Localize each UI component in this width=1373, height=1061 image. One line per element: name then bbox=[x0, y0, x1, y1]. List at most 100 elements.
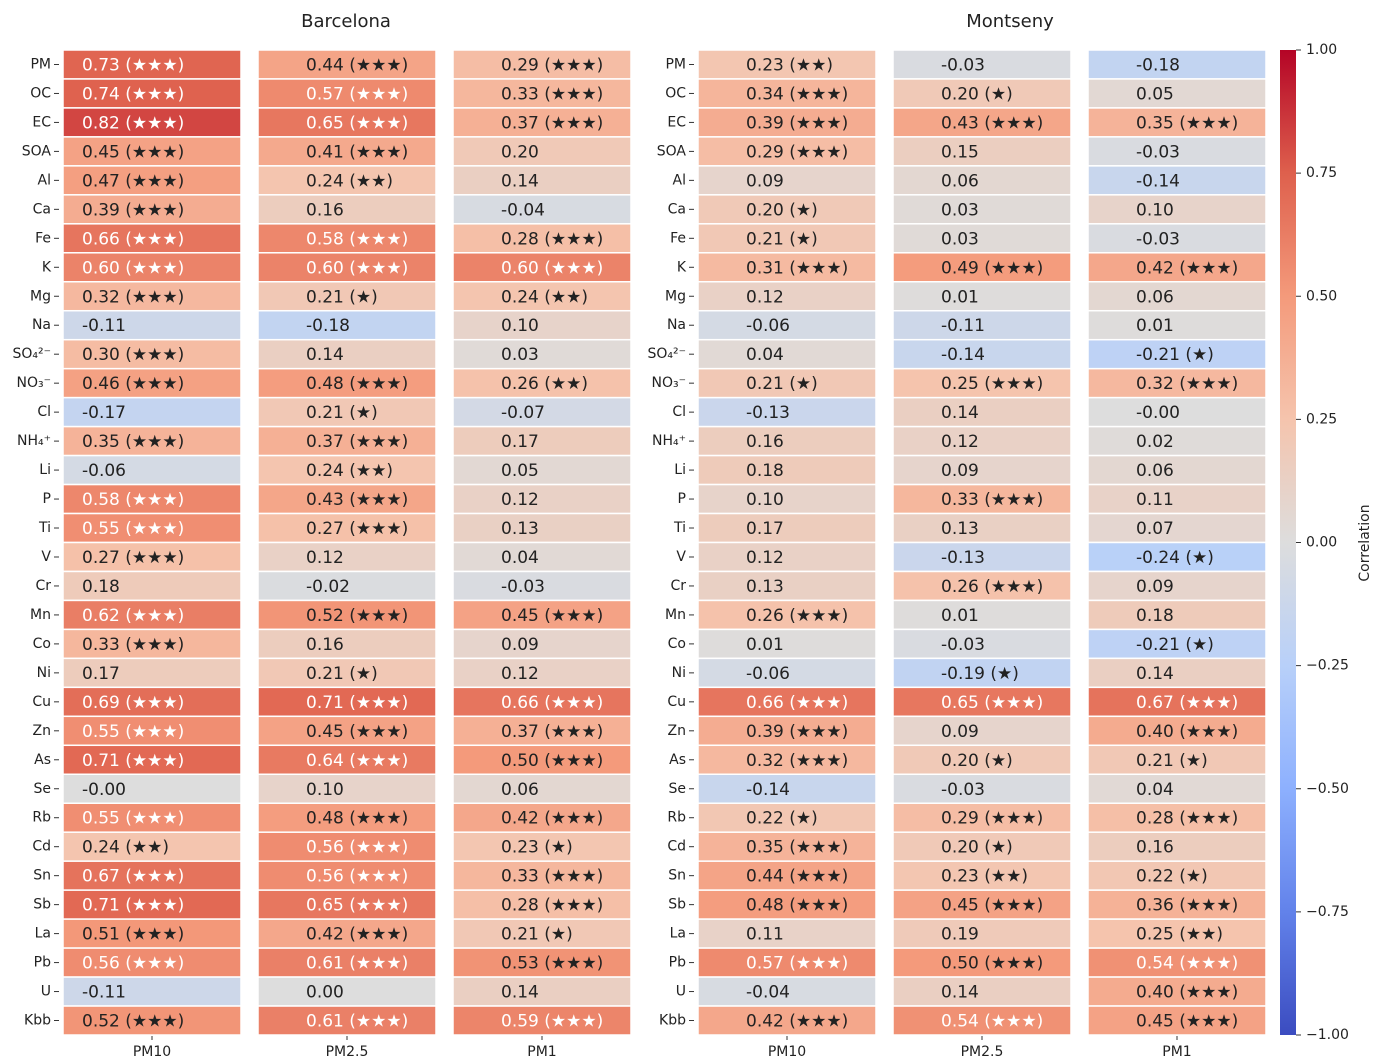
cell-label: -0.14 bbox=[941, 345, 985, 365]
heatmap-cell bbox=[62, 715, 242, 747]
cell-label: 0.42 (★★★) bbox=[306, 925, 408, 945]
cell-label: 0.64 (★★★) bbox=[306, 751, 408, 771]
heatmap-cell bbox=[257, 338, 437, 370]
heatmap-cell bbox=[892, 889, 1072, 920]
cell-label: 0.65 (★★★) bbox=[306, 896, 408, 916]
heatmap-cell bbox=[452, 657, 632, 689]
cell-label: 0.21 (★) bbox=[746, 229, 818, 249]
cell-label: 0.40 (★★★) bbox=[1136, 722, 1238, 742]
heatmap-cell bbox=[892, 715, 1072, 747]
cell-label: 0.21 (★) bbox=[1136, 751, 1208, 771]
cell-label: 0.24 (★★) bbox=[501, 287, 588, 307]
cell-label: 0.04 bbox=[501, 548, 539, 568]
cell-label: 0.35 (★★★) bbox=[82, 432, 184, 452]
row-label: Mn bbox=[30, 607, 51, 623]
cell-label: 0.71 (★★★) bbox=[82, 751, 184, 771]
heatmap-cell bbox=[257, 194, 437, 225]
heatmap-cell bbox=[452, 454, 632, 486]
row-label: Ti bbox=[673, 520, 686, 536]
cell-label: 0.39 (★★★) bbox=[82, 200, 184, 220]
heatmap-cell bbox=[697, 165, 877, 196]
heatmap-cell bbox=[452, 512, 632, 544]
cell-label: 0.57 (★★★) bbox=[746, 954, 848, 974]
heatmap-cell bbox=[892, 425, 1072, 457]
cell-label: 0.82 (★★★) bbox=[82, 113, 184, 133]
cell-label: 0.28 (★★★) bbox=[1136, 809, 1238, 829]
heatmap-cell bbox=[257, 773, 437, 804]
heatmap-cell bbox=[62, 49, 242, 80]
heatmap-cell bbox=[1087, 947, 1267, 978]
cell-label: 0.21 (★) bbox=[306, 403, 378, 423]
cell-label: 0.60 (★★★) bbox=[501, 258, 603, 278]
row-label: NO₃⁻ bbox=[17, 375, 52, 391]
cell-label: 0.14 bbox=[501, 171, 539, 191]
heatmap-cell bbox=[257, 976, 437, 1007]
heatmap-cell bbox=[697, 947, 877, 978]
row-label: Li bbox=[674, 462, 686, 478]
row-label: As bbox=[34, 752, 51, 768]
heatmap-cell bbox=[62, 628, 242, 660]
colorbar-tick-label: 1.00 bbox=[1306, 42, 1337, 58]
cell-label: 0.71 (★★★) bbox=[306, 693, 408, 713]
heatmap-cell bbox=[892, 454, 1072, 486]
cell-label: 0.45 (★★★) bbox=[501, 606, 603, 626]
cell-label: 0.74 (★★★) bbox=[82, 84, 184, 104]
cell-label: 0.62 (★★★) bbox=[82, 606, 184, 626]
heatmap-cell bbox=[892, 744, 1072, 776]
heatmap-cell bbox=[697, 976, 877, 1007]
heatmap-cell bbox=[892, 309, 1072, 341]
cell-label: 0.30 (★★★) bbox=[82, 345, 184, 365]
row-label: Zn bbox=[33, 723, 51, 739]
cell-label: 0.17 bbox=[82, 664, 120, 684]
heatmap-cell bbox=[892, 628, 1072, 660]
cell-label: -0.03 bbox=[941, 780, 985, 800]
row-label: P bbox=[678, 491, 686, 507]
cell-label: -0.18 bbox=[306, 316, 350, 336]
row-label: OC bbox=[30, 85, 51, 101]
row-label: Kbb bbox=[24, 1013, 51, 1029]
cell-label: 0.29 (★★★) bbox=[501, 55, 603, 75]
cell-label: -0.04 bbox=[746, 983, 790, 1003]
heatmap-cell bbox=[697, 309, 877, 341]
cell-label: 0.40 (★★★) bbox=[1136, 983, 1238, 1003]
cell-label: 0.27 (★★★) bbox=[82, 548, 184, 568]
cell-label: 0.34 (★★★) bbox=[746, 84, 848, 104]
cell-label: 0.12 bbox=[306, 548, 344, 568]
row-label: Ni bbox=[672, 665, 686, 681]
cell-label: 0.59 (★★★) bbox=[501, 1012, 603, 1032]
cell-label: 0.26 (★★) bbox=[501, 374, 588, 394]
cell-label: 0.24 (★★) bbox=[306, 171, 393, 191]
cell-label: 0.32 (★★★) bbox=[746, 751, 848, 771]
heatmap-cell bbox=[1087, 686, 1267, 718]
cell-label: 0.55 (★★★) bbox=[82, 722, 184, 742]
heatmap-cell bbox=[257, 686, 437, 718]
heatmap-cell bbox=[1087, 252, 1267, 283]
heatmap-cell bbox=[1087, 396, 1267, 428]
cell-label: -0.11 bbox=[941, 316, 985, 336]
row-label: Co bbox=[33, 636, 51, 652]
cell-label: 0.45 (★★★) bbox=[1136, 1012, 1238, 1032]
heatmap-cell bbox=[452, 918, 632, 949]
heatmap-cell bbox=[452, 78, 632, 109]
heatmap-cell bbox=[1087, 223, 1267, 254]
heatmap-cell bbox=[257, 541, 437, 573]
cell-label: 0.16 bbox=[1136, 838, 1174, 858]
cell-label: 0.20 (★) bbox=[941, 838, 1013, 858]
heatmap-cell bbox=[452, 976, 632, 1007]
cell-label: 0.06 bbox=[1136, 461, 1174, 481]
cell-label: 0.20 (★) bbox=[941, 84, 1013, 104]
cell-label: -0.03 bbox=[1136, 142, 1180, 162]
cell-label: 0.32 (★★★) bbox=[1136, 374, 1238, 394]
row-label: Ti bbox=[38, 520, 51, 536]
heatmap-cell bbox=[257, 367, 437, 399]
heatmap-cell bbox=[697, 686, 877, 718]
cell-label: 0.29 (★★★) bbox=[746, 142, 848, 162]
heatmap-cell bbox=[892, 338, 1072, 370]
row-label: Sb bbox=[668, 897, 686, 913]
heatmap-cell bbox=[452, 252, 632, 283]
cell-label: 0.28 (★★★) bbox=[501, 896, 603, 916]
cell-label: 0.24 (★★) bbox=[306, 461, 393, 481]
cell-label: 0.39 (★★★) bbox=[746, 113, 848, 133]
cell-label: 0.03 bbox=[941, 200, 979, 220]
cell-label: -0.07 bbox=[501, 403, 545, 423]
